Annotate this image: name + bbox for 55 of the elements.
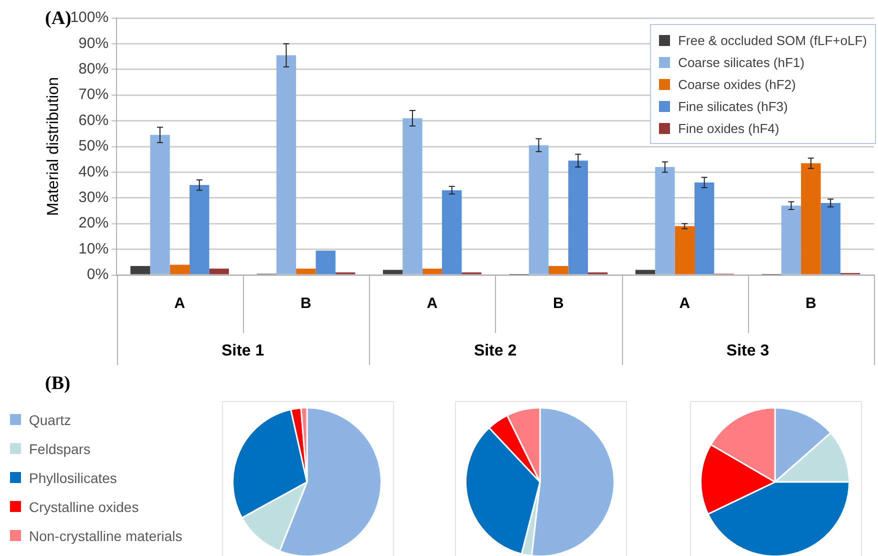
y-tick-label: 80%: [78, 60, 109, 78]
text: (B): [45, 373, 70, 395]
y-tick-label: 30%: [78, 189, 109, 206]
bar: [801, 163, 821, 274]
x-tick-label: B: [300, 295, 312, 312]
bar: [655, 167, 675, 274]
legend-label: Free & occluded SOM (fLF+oLF): [678, 32, 867, 48]
x-tick-label: A: [426, 295, 438, 312]
legend-label: Feldspars: [29, 440, 90, 456]
legend-label: Fine oxides (hF4): [678, 120, 780, 136]
legend-label: Crystalline oxides: [29, 498, 139, 514]
bar: [568, 160, 588, 274]
y-tick-label: 0%: [86, 266, 109, 284]
text: Site 1: [221, 342, 264, 360]
y-tick-label: 50%: [78, 138, 109, 155]
bar: [442, 190, 462, 274]
x-tick-label: A: [174, 295, 186, 312]
bar: [781, 206, 802, 274]
legend-label: Non-crystalline materials: [29, 528, 182, 544]
bar: [402, 118, 422, 274]
legend-label: Fine silicates (hF3): [678, 98, 788, 114]
bar: [694, 182, 714, 274]
legend-label: Coarse oxides (hF2): [678, 76, 796, 92]
bar: [190, 185, 210, 274]
bar: [528, 145, 549, 274]
x-tick-label: B: [552, 295, 564, 312]
y-tick-label: 100%: [70, 9, 109, 26]
bar: [170, 264, 190, 274]
y-axis-title: Material distribution: [45, 77, 62, 216]
bar: [422, 268, 442, 274]
y-tick-label: 20%: [78, 214, 109, 232]
bar: [820, 203, 840, 274]
bar: [296, 268, 316, 274]
bar: [209, 268, 229, 274]
bar: [635, 270, 656, 274]
y-tick-label: 90%: [78, 34, 109, 52]
chart-title: (A): [45, 8, 72, 30]
bar: [674, 226, 694, 274]
legend-label: Phyllosilicates: [29, 470, 117, 486]
bar: [150, 134, 170, 274]
y-tick-label: 10%: [78, 240, 109, 258]
legend-label: Quartz: [29, 412, 72, 428]
x-tick-label: B: [805, 295, 816, 312]
legend-label: Coarse silicates (hF1): [678, 54, 804, 70]
y-tick-label: 40%: [78, 163, 109, 180]
bar: [548, 266, 568, 274]
bar: [316, 250, 336, 274]
bar: [276, 55, 296, 274]
text: Site 2: [474, 342, 517, 360]
y-tick-label: 70%: [78, 86, 109, 104]
bar: [130, 266, 150, 274]
bar: [382, 270, 403, 274]
y-tick-label: 60%: [78, 112, 109, 129]
x-tick-label: A: [679, 295, 690, 312]
text: Site 3: [726, 342, 770, 360]
